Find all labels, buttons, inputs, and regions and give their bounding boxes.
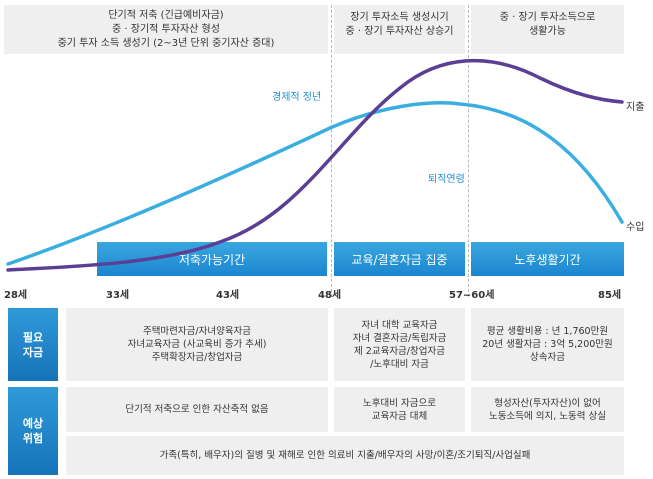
expected-risks-header-line-1: 예상	[22, 417, 44, 430]
income-curve	[6, 101, 624, 266]
age-28: 28세	[4, 290, 28, 301]
needed-funds-mid-line-3: 제 2교육자금/창업자금	[354, 345, 445, 357]
expected-risks-cell-mid: 노후대비 자금으로 교육자금 대체	[334, 387, 465, 432]
period-education-label: 교육/결혼자금 집중	[351, 252, 448, 267]
needed-funds-mid-line-4: /노후대비 자금	[370, 358, 429, 370]
period-education: 교육/결혼자금 집중	[334, 242, 465, 276]
phase-box-late-line-2: 생활가능	[529, 26, 566, 37]
expected-risks-header: 예상 위험	[8, 387, 58, 475]
retirement-age-label: 퇴직연령	[428, 174, 465, 185]
phase-box-late: 중 · 장기 투자소득으로 생활가능	[471, 5, 624, 54]
phase-box-early: 단기적 저축 (긴급예비자금) 중 · 장기적 투자자산 형성 중기 투자 소득…	[4, 5, 328, 54]
divider-48	[331, 5, 332, 297]
needed-funds-early-line-1: 주택마련자금/자녀양육자금	[142, 326, 252, 337]
phase-box-early-line-1: 단기적 저축 (긴급예비자금)	[108, 9, 224, 21]
expected-risks-common: 가족(특히, 배우자)의 질병 및 재해로 인한 의료비 지출/배우자의 사망/…	[66, 436, 624, 475]
expense-label: 지출	[626, 102, 645, 113]
divider-57	[468, 5, 469, 297]
period-retirement-label: 노후생활기간	[514, 252, 581, 267]
needed-funds-cell-late: 평균 생활비용 : 년 1,760만원 20년 생활자금 : 3억 5,200만…	[471, 308, 624, 381]
expected-risks-common-text: 가족(특히, 배우자)의 질병 및 재해로 인한 의료비 지출/배우자의 사망/…	[159, 450, 531, 461]
age-85: 85세	[598, 290, 622, 301]
economic-retirement-label: 경제적 정년	[272, 92, 322, 103]
expected-risks-mid-line-1: 노후대비 자금으로	[363, 397, 436, 409]
period-savings-label: 저축가능기간	[178, 252, 246, 267]
income-label: 수입	[626, 222, 645, 233]
expected-risks-early-line-1: 단기적 저축으로 인한 자산축적 없음	[125, 404, 269, 415]
needed-funds-header: 필요 자금	[8, 308, 58, 381]
needed-funds-mid-line-1: 자녀 대학 교육자금	[361, 319, 438, 331]
needed-funds-early-line-3: 주택확장자금/창업자금	[151, 352, 243, 363]
age-57-60: 57~60세	[449, 290, 495, 301]
expense-curve	[6, 58, 624, 272]
age-48: 48세	[318, 290, 342, 301]
phase-box-early-line-2: 중 · 장기적 투자자산 형성	[112, 23, 220, 35]
phase-box-early-line-3: 중기 투자 소득 생성기 (2~3년 단위 중기자산 증대)	[57, 37, 275, 49]
needed-funds-mid-line-2: 자녀 결혼자금/독립자금	[352, 332, 447, 344]
phase-box-mid: 장기 투자소득 생성시기 중 · 장기 투자자산 상승기	[334, 5, 465, 54]
expected-risks-late-line-1: 형성자산(투자자산)이 없어	[494, 397, 601, 409]
expected-risks-mid-line-2: 교육자금 대체	[371, 410, 428, 422]
life-cycle-curves	[6, 58, 624, 272]
needed-funds-header-line-1: 필요	[22, 330, 44, 344]
expected-risks-header-line-2: 위험	[22, 432, 44, 445]
needed-funds-header-line-2: 자금	[22, 345, 44, 359]
needed-funds-cell-early: 주택마련자금/자녀양육자금 자녀교육자금 (사교육비 증가 추세) 주택확장자금…	[66, 308, 328, 381]
phase-box-mid-line-1: 장기 투자소득 생성시기	[350, 12, 449, 23]
needed-funds-late-line-3: 상속자금	[530, 352, 565, 363]
period-savings: 저축가능기간	[97, 242, 327, 276]
needed-funds-cell-mid: 자녀 대학 교육자금 자녀 결혼자금/독립자금 제 2교육자금/창업자금 /노후…	[334, 308, 465, 381]
expected-risks-cell-early: 단기적 저축으로 인한 자산축적 없음	[66, 387, 328, 432]
phase-box-late-line-1: 중 · 장기 투자소득으로	[499, 12, 596, 23]
needed-funds-late-line-1: 평균 생활비용 : 년 1,760만원	[486, 326, 609, 337]
phase-box-mid-line-2: 중 · 장기 투자자산 상승기	[345, 26, 454, 37]
age-43: 43세	[216, 290, 240, 301]
needed-funds-late-line-2: 20년 생활자금 : 3억 5,200만원	[482, 339, 613, 350]
period-retirement: 노후생활기간	[471, 242, 624, 276]
age-33: 33세	[106, 290, 130, 301]
expected-risks-cell-late: 형성자산(투자자산)이 없어 노동소득에 의지, 노동력 상실	[471, 387, 624, 432]
needed-funds-early-line-2: 자녀교육자금 (사교육비 증가 추세)	[127, 339, 267, 350]
expected-risks-late-line-2: 노동소득에 의지, 노동력 상실	[489, 410, 606, 422]
